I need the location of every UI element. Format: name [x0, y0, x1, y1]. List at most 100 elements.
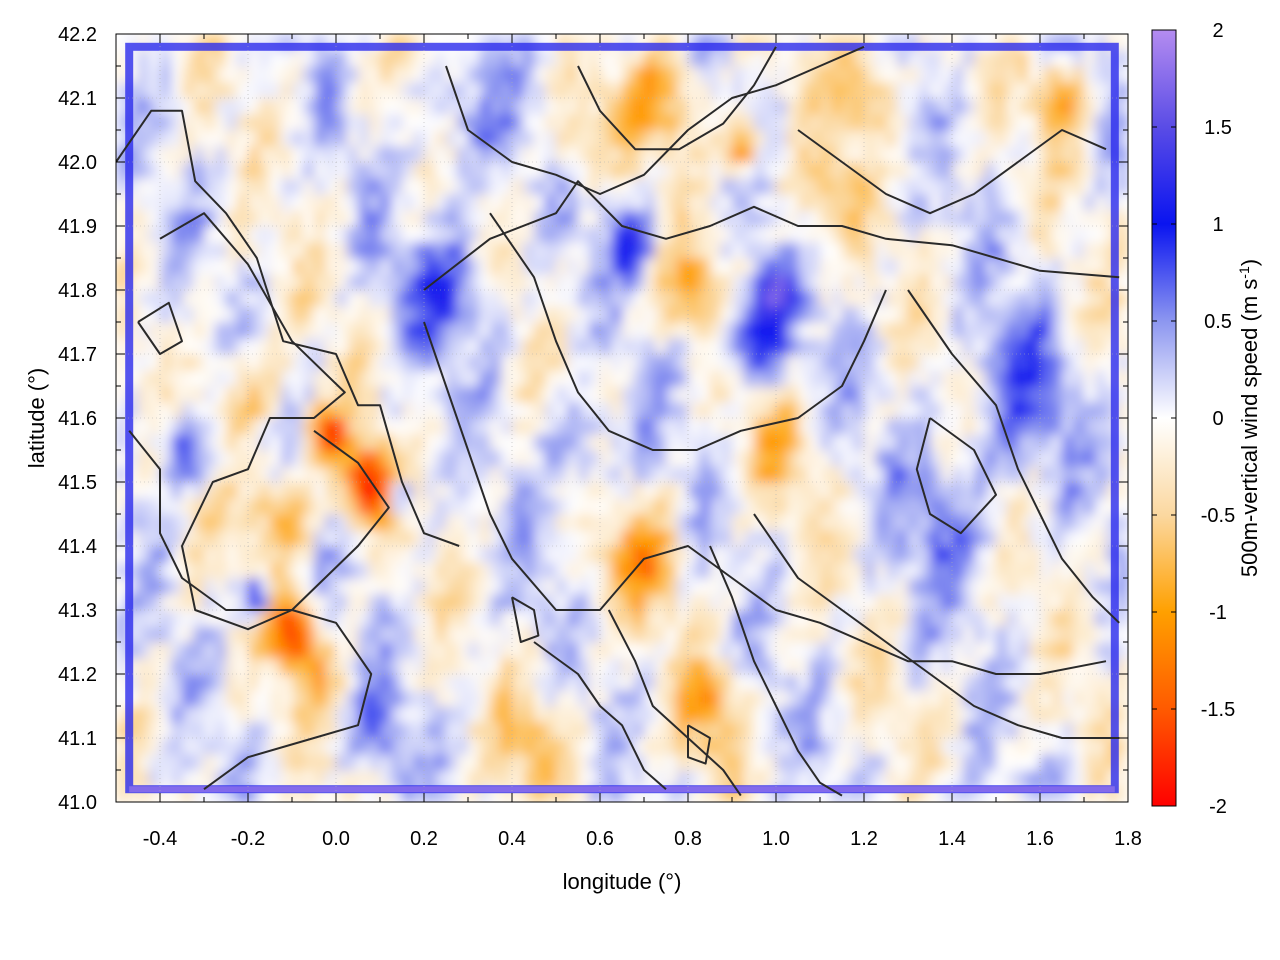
heatmap-cell: [556, 162, 568, 179]
heatmap-cell: [875, 482, 887, 499]
heatmap-cell: [886, 722, 898, 739]
heatmap-cell: [160, 274, 172, 291]
heatmap-cell: [974, 178, 986, 195]
heatmap-cell: [611, 770, 623, 787]
heatmap-cell: [380, 546, 392, 563]
heatmap-cell: [160, 82, 172, 99]
heatmap-cell: [820, 690, 832, 707]
heatmap-cell: [149, 242, 161, 259]
heatmap-cell: [556, 274, 568, 291]
heatmap-cell: [864, 786, 876, 802]
heatmap-cell: [424, 114, 436, 131]
heatmap-cell: [875, 578, 887, 595]
heatmap-cell: [171, 50, 183, 67]
heatmap-cell: [314, 178, 326, 195]
heatmap-cell: [171, 258, 183, 275]
heatmap-cell: [501, 146, 513, 163]
heatmap-cell: [523, 530, 535, 547]
colorbar-tick-label: -1: [1209, 602, 1227, 624]
heatmap-cell: [1073, 290, 1085, 307]
heatmap-cell: [996, 578, 1008, 595]
heatmap-cell: [765, 370, 777, 387]
heatmap-cell: [787, 450, 799, 467]
heatmap-cell: [655, 402, 667, 419]
heatmap-cell: [1040, 386, 1052, 403]
heatmap-cell: [710, 450, 722, 467]
heatmap-cell: [831, 546, 843, 563]
contour-line: [489, 212, 887, 451]
heatmap-cell: [875, 66, 887, 83]
heatmap-cell: [193, 594, 205, 611]
heatmap-cell: [270, 578, 282, 595]
heatmap-cell: [765, 722, 777, 739]
heatmap-cell: [941, 754, 953, 771]
heatmap-cell: [831, 722, 843, 739]
heatmap-cell: [1007, 690, 1019, 707]
heatmap-cell: [468, 338, 480, 355]
colorbar-title-end: ): [1237, 259, 1262, 266]
heatmap-cell: [468, 562, 480, 579]
heatmap-cell: [633, 98, 645, 115]
heatmap-cell: [512, 706, 524, 723]
heatmap-cell: [908, 194, 920, 211]
heatmap-cell: [963, 274, 975, 291]
heatmap-cell: [1073, 274, 1085, 291]
heatmap-cell: [974, 450, 986, 467]
heatmap-cell: [1007, 530, 1019, 547]
heatmap-cell: [204, 98, 216, 115]
heatmap-cell: [589, 98, 601, 115]
heatmap-cell: [545, 770, 557, 787]
heatmap-cell: [567, 98, 579, 115]
heatmap-cell: [1029, 610, 1041, 627]
heatmap-cell: [710, 530, 722, 547]
heatmap-cell: [666, 226, 678, 243]
heatmap-cell: [798, 146, 810, 163]
heatmap-cell: [325, 594, 337, 611]
heatmap-cell: [919, 770, 931, 787]
heatmap-cell: [589, 546, 601, 563]
heatmap-cell: [556, 754, 568, 771]
heatmap-cell: [369, 690, 381, 707]
heatmap-cell: [369, 418, 381, 435]
heatmap-cell: [974, 626, 986, 643]
heatmap-cell: [985, 82, 997, 99]
heatmap-cell: [281, 162, 293, 179]
heatmap-cell: [1029, 706, 1041, 723]
heatmap-cell: [534, 706, 546, 723]
heatmap-cell: [677, 258, 689, 275]
heatmap-cell: [886, 338, 898, 355]
heatmap-cell: [732, 706, 744, 723]
heatmap-cell: [897, 578, 909, 595]
heatmap-cell: [248, 626, 260, 643]
heatmap-cell: [468, 322, 480, 339]
heatmap-cell: [820, 370, 832, 387]
heatmap-cell: [622, 226, 634, 243]
heatmap-cell: [138, 82, 150, 99]
heatmap-cell: [270, 562, 282, 579]
heatmap-cell: [292, 642, 304, 659]
heatmap-cell: [1062, 578, 1074, 595]
heatmap-cell: [237, 130, 249, 147]
heatmap-cell: [314, 642, 326, 659]
heatmap-cell: [996, 162, 1008, 179]
heatmap-cell: [721, 178, 733, 195]
heatmap-cell: [1117, 130, 1128, 147]
heatmap-cell: [446, 466, 458, 483]
heatmap-cell: [754, 562, 766, 579]
heatmap-cell: [116, 578, 128, 595]
heatmap-cell: [347, 610, 359, 627]
heatmap-cell: [743, 482, 755, 499]
heatmap-cell: [303, 82, 315, 99]
heatmap-cell: [281, 402, 293, 419]
heatmap-cell: [457, 178, 469, 195]
heatmap-cell: [820, 322, 832, 339]
heatmap-cell: [622, 754, 634, 771]
heatmap-cell: [259, 754, 271, 771]
heatmap-cell: [809, 514, 821, 531]
heatmap-cell: [600, 226, 612, 243]
heatmap-cell: [974, 658, 986, 675]
heatmap-cell: [886, 210, 898, 227]
heatmap-cell: [391, 450, 403, 467]
heatmap-cell: [941, 562, 953, 579]
heatmap-cell: [611, 498, 623, 515]
